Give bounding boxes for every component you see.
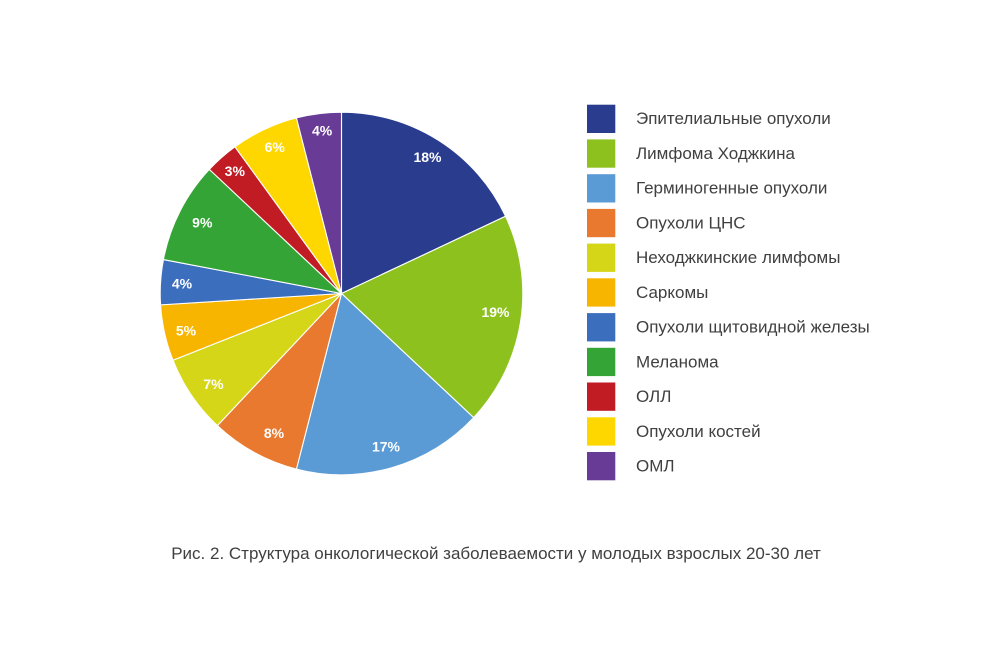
svg-text:Опухоли ЦНС: Опухоли ЦНС [636,213,746,232]
svg-text:4%: 4% [172,276,193,292]
svg-text:ОМЛ: ОМЛ [636,457,675,476]
svg-text:Лимфома Ходжкина: Лимфома Ходжкина [636,144,795,163]
svg-text:6%: 6% [265,139,286,155]
svg-text:Меланома: Меланома [636,352,719,371]
svg-text:18%: 18% [413,149,442,165]
svg-text:8%: 8% [264,425,285,441]
svg-text:17%: 17% [372,438,401,454]
svg-text:9%: 9% [192,214,213,230]
svg-text:Рис. 2. Структура онкологическ: Рис. 2. Структура онкологической заболев… [171,544,821,563]
svg-text:Опухоли щитовидной железы: Опухоли щитовидной железы [636,318,870,337]
svg-text:Неходжкинские лимфомы: Неходжкинские лимфомы [636,248,840,267]
svg-text:Эпителиальные опухоли: Эпителиальные опухоли [636,109,831,128]
svg-text:3%: 3% [225,163,246,179]
svg-text:5%: 5% [176,322,197,338]
svg-text:Саркомы: Саркомы [636,283,708,302]
svg-text:ОЛЛ: ОЛЛ [636,387,671,406]
svg-text:Герминогенные опухоли: Герминогенные опухоли [636,179,827,198]
svg-text:4%: 4% [312,122,333,138]
svg-text:7%: 7% [203,376,224,392]
svg-text:Опухоли костей: Опухоли костей [636,422,761,441]
svg-text:19%: 19% [481,304,510,320]
